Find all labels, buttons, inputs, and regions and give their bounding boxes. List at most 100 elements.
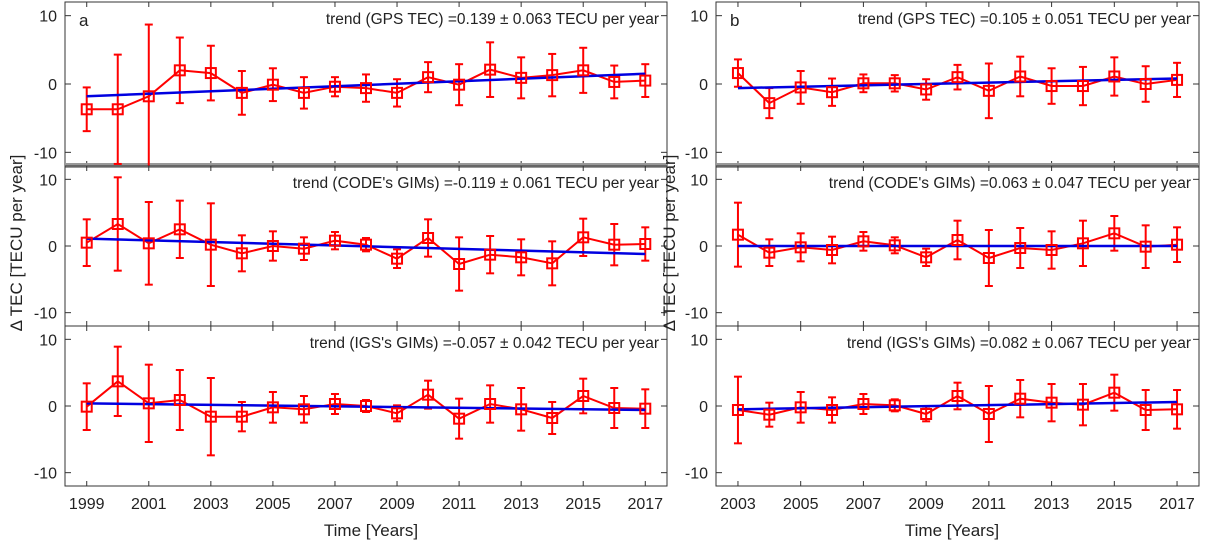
data-point bbox=[577, 390, 590, 402]
data-point bbox=[794, 401, 807, 414]
data-point bbox=[546, 412, 559, 424]
data-point bbox=[422, 71, 435, 84]
trend-annotation: trend (CODE's GIMs) =-0.119 ± 0.061 TECU… bbox=[293, 175, 659, 192]
data-point bbox=[453, 258, 466, 270]
x-tick-label: 2003 bbox=[720, 496, 756, 513]
y-tick-label: -10 bbox=[685, 145, 708, 162]
data-point bbox=[111, 375, 124, 388]
data-point bbox=[546, 69, 559, 82]
y-tick-label: 0 bbox=[699, 399, 708, 416]
data-point bbox=[484, 248, 497, 261]
y-tick-label: -10 bbox=[685, 306, 708, 323]
panel-a-row-3: -10 0 10 1999 2001 2003 2005 2007 2009 2011 2013 20… bbox=[34, 325, 668, 513]
x-tick-label: 2011 bbox=[972, 496, 1007, 513]
trend-annotation: trend (GPS TEC) =0.139 ± 0.063 TECU per … bbox=[326, 11, 659, 28]
data-point bbox=[763, 246, 776, 259]
data-point bbox=[142, 397, 155, 410]
y-tick-label: -10 bbox=[685, 466, 708, 483]
data-point bbox=[731, 404, 744, 416]
panel-b-row-2: -10 0 10 trend (CODE's GIMs) =0.063 ± 0.047… bbox=[685, 165, 1200, 327]
ylabel-right: Δ TEC [TECU per year] bbox=[660, 155, 679, 332]
x-tick-label: 2001 bbox=[131, 496, 167, 513]
series-line bbox=[86, 222, 646, 266]
trend-line bbox=[737, 77, 1178, 90]
data-point bbox=[826, 244, 839, 256]
data-point bbox=[920, 251, 933, 264]
x-tick-label: 2007 bbox=[846, 496, 882, 513]
data-point bbox=[111, 103, 124, 116]
plot-area: -10 0 10 trend (GPS TEC) =0.139 ± 0.063 TEC… bbox=[34, 1, 1200, 513]
data-point bbox=[360, 238, 372, 251]
x-tick-label: 2013 bbox=[503, 496, 539, 513]
data-point bbox=[173, 64, 186, 77]
panel-a-row-1: -10 0 10 trend (GPS TEC) =0.139 ± 0.063 TEC… bbox=[34, 1, 668, 168]
data-layer bbox=[731, 201, 1184, 287]
data-point bbox=[204, 410, 217, 423]
data-point bbox=[111, 218, 124, 230]
data-point bbox=[1076, 80, 1089, 93]
ylabel-left: Δ TEC [TECU per year] bbox=[7, 155, 26, 332]
data-point bbox=[982, 84, 995, 97]
data-point bbox=[173, 223, 186, 236]
data-point bbox=[173, 394, 186, 406]
x-tick-label: 2009 bbox=[379, 496, 415, 513]
data-point bbox=[297, 242, 310, 255]
y-tick-label: 10 bbox=[690, 172, 708, 189]
data-layer bbox=[80, 23, 652, 166]
data-point bbox=[1076, 398, 1089, 411]
data-point bbox=[1171, 73, 1184, 86]
data-layer bbox=[731, 55, 1184, 120]
x-tick-label: 2013 bbox=[1034, 496, 1070, 513]
data-point bbox=[1139, 78, 1152, 90]
y-tick-label: 0 bbox=[699, 239, 708, 256]
data-point bbox=[142, 237, 155, 250]
data-point bbox=[80, 400, 93, 413]
data-point bbox=[204, 67, 217, 80]
data-point bbox=[1171, 403, 1184, 416]
xlabel-right: Time [Years] bbox=[905, 521, 999, 540]
data-point bbox=[1108, 70, 1121, 83]
trend-line bbox=[86, 237, 646, 256]
data-point bbox=[639, 402, 652, 415]
data-point bbox=[453, 78, 466, 91]
data-point bbox=[235, 247, 248, 260]
error-bar bbox=[733, 201, 742, 268]
data-point bbox=[888, 239, 901, 252]
data-point bbox=[731, 228, 744, 241]
data-layer bbox=[731, 373, 1184, 445]
error-bar bbox=[733, 375, 742, 445]
data-point bbox=[857, 398, 870, 410]
data-point bbox=[297, 86, 310, 99]
panel-label: b bbox=[730, 11, 739, 30]
data-point bbox=[888, 399, 901, 412]
data-point bbox=[1014, 70, 1027, 83]
panel-b-row-1: -10 0 10 trend (GPS TEC) =0.105 ± 0.051 TEC… bbox=[685, 1, 1200, 168]
data-point bbox=[794, 81, 807, 94]
data-point bbox=[360, 82, 372, 95]
panel-a-row-2: -10 0 10 trend (CODE's GIMs) =-0.119 ± 0.06… bbox=[34, 165, 668, 327]
data-point bbox=[608, 238, 621, 251]
error-bar bbox=[1173, 61, 1182, 98]
data-point bbox=[1014, 242, 1027, 254]
data-point bbox=[235, 86, 248, 99]
data-point bbox=[577, 64, 590, 77]
data-point bbox=[951, 234, 964, 246]
data-point bbox=[1045, 244, 1058, 256]
x-tick-label: 2005 bbox=[783, 496, 819, 513]
xlabel-left: Time [Years] bbox=[324, 521, 418, 540]
data-point bbox=[391, 252, 404, 265]
data-layer bbox=[80, 176, 652, 292]
y-tick-label: 0 bbox=[48, 399, 57, 416]
trend-annotation: trend (GPS TEC) =0.105 ± 0.051 TECU per … bbox=[858, 11, 1191, 28]
y-tick-label: 0 bbox=[48, 239, 57, 256]
data-point bbox=[422, 232, 435, 244]
trend-annotation: trend (IGS's GIMs) =-0.057 ± 0.042 TECU … bbox=[310, 335, 659, 352]
x-tick-label: 2005 bbox=[255, 496, 291, 513]
data-point bbox=[763, 408, 776, 421]
data-point bbox=[639, 238, 652, 250]
data-point bbox=[982, 252, 995, 264]
trend-line bbox=[737, 400, 1178, 411]
y-tick-label: 10 bbox=[690, 9, 708, 26]
data-point bbox=[1045, 80, 1058, 93]
